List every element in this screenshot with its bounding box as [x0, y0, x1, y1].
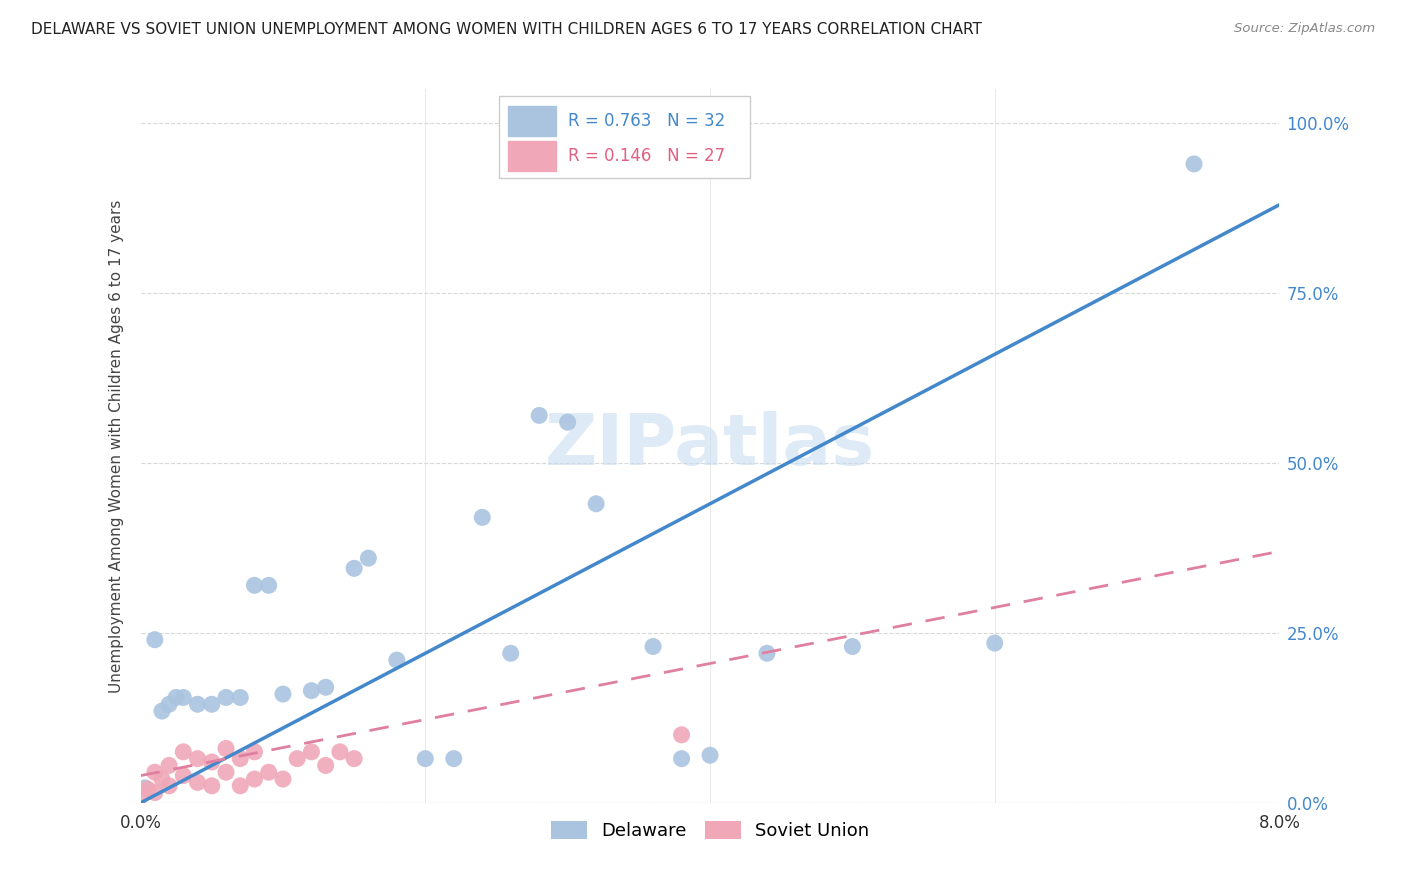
Point: [134, 780, 156, 795]
Point: [229, 779, 252, 793]
Point: [257, 578, 280, 592]
Point: [301, 745, 323, 759]
Point: [186, 775, 209, 789]
Point: [756, 646, 779, 660]
Point: [157, 758, 180, 772]
Point: [271, 687, 294, 701]
Point: [671, 728, 693, 742]
Point: [243, 745, 266, 759]
Point: [301, 683, 323, 698]
Point: [215, 690, 238, 705]
Text: ZIPatlas: ZIPatlas: [546, 411, 875, 481]
Point: [699, 748, 721, 763]
Point: [201, 779, 224, 793]
Point: [229, 751, 252, 765]
Point: [243, 578, 266, 592]
Point: [143, 786, 166, 800]
Point: [529, 409, 551, 423]
Point: [643, 640, 665, 654]
Point: [186, 698, 209, 712]
Point: [229, 690, 252, 705]
Point: [172, 690, 194, 705]
FancyBboxPatch shape: [499, 96, 749, 178]
Point: [165, 690, 187, 705]
Point: [136, 782, 159, 797]
Point: [499, 646, 522, 660]
Point: [357, 551, 380, 566]
Point: [201, 698, 224, 712]
Point: [201, 755, 224, 769]
Point: [215, 741, 238, 756]
Point: [471, 510, 494, 524]
Point: [443, 751, 465, 765]
Point: [172, 769, 194, 783]
Point: [315, 680, 337, 694]
Point: [415, 751, 437, 765]
Point: [129, 789, 152, 803]
Point: [143, 632, 166, 647]
Point: [841, 640, 863, 654]
Legend: Delaware, Soviet Union: Delaware, Soviet Union: [544, 814, 876, 847]
Point: [343, 561, 366, 575]
Text: R = 0.763   N = 32: R = 0.763 N = 32: [568, 112, 725, 129]
Point: [215, 765, 238, 780]
Point: [385, 653, 408, 667]
Point: [1182, 157, 1205, 171]
FancyBboxPatch shape: [509, 141, 557, 171]
Point: [257, 765, 280, 780]
Point: [557, 415, 579, 429]
Point: [315, 758, 337, 772]
Point: [157, 698, 180, 712]
Point: [157, 779, 180, 793]
Point: [285, 751, 308, 765]
Point: [671, 751, 693, 765]
Point: [150, 772, 173, 786]
Point: [150, 704, 173, 718]
Point: [143, 765, 166, 780]
Point: [984, 636, 1007, 650]
Point: [271, 772, 294, 786]
Point: [186, 751, 209, 765]
Point: [585, 497, 607, 511]
Text: Source: ZipAtlas.com: Source: ZipAtlas.com: [1234, 22, 1375, 36]
Point: [243, 772, 266, 786]
Point: [329, 745, 352, 759]
Point: [172, 745, 194, 759]
Y-axis label: Unemployment Among Women with Children Ages 6 to 17 years: Unemployment Among Women with Children A…: [108, 199, 124, 693]
Point: [343, 751, 366, 765]
Text: R = 0.146   N = 27: R = 0.146 N = 27: [568, 147, 725, 165]
Text: DELAWARE VS SOVIET UNION UNEMPLOYMENT AMONG WOMEN WITH CHILDREN AGES 6 TO 17 YEA: DELAWARE VS SOVIET UNION UNEMPLOYMENT AM…: [31, 22, 981, 37]
FancyBboxPatch shape: [509, 105, 557, 136]
